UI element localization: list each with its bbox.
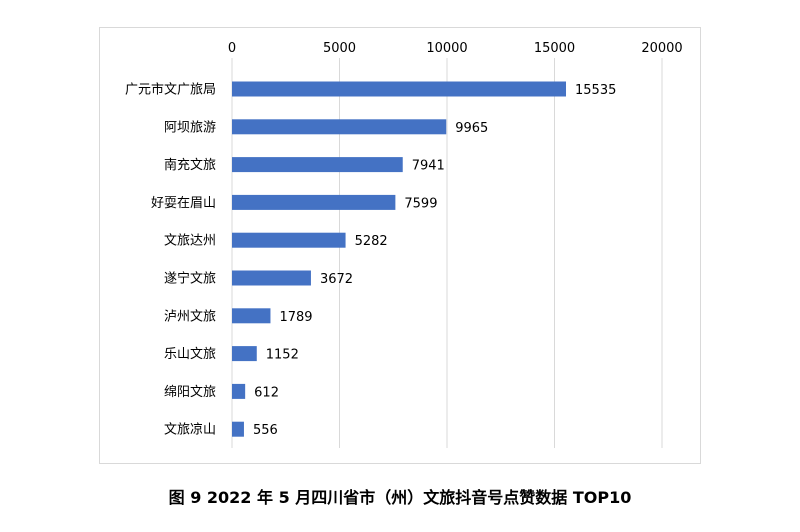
data-label: 5282 [355,234,388,249]
data-label: 556 [253,423,278,438]
figure-caption: 图 9 2022 年 5 月四川省市（州）文旅抖音号点赞数据 TOP10 [168,488,632,507]
category-label: 阿坝旅游 [164,120,216,135]
x-tick-label: 20000 [641,41,682,56]
category-label: 好耍在眉山 [151,196,216,211]
category-label: 广元市文广旅局 [125,82,216,98]
data-label: 7941 [412,159,445,174]
data-label: 1152 [266,348,299,363]
data-labels: 15535 9965 7941 7599 5282 3672 1789 1152 612 556 [253,83,616,438]
bar [232,270,311,286]
category-label: 文旅凉山 [164,423,216,438]
data-label: 7599 [404,196,437,211]
bar [232,157,403,173]
bar [232,232,346,248]
data-label: 1789 [279,310,312,325]
data-label: 9965 [455,121,488,136]
bar [232,119,447,135]
bar [232,194,396,210]
category-label: 乐山文旅 [164,347,216,362]
bars [232,81,567,437]
x-tick-label: 5000 [323,41,356,56]
bar [232,421,244,437]
gridlines [231,58,663,448]
bar [232,308,271,324]
bar [232,81,567,97]
category-label: 遂宁文旅 [164,271,216,287]
category-label: 文旅达州 [164,234,216,249]
x-tick-label: 15000 [534,41,575,56]
category-labels: 广元市文广旅局阿坝旅游南充文旅好耍在眉山文旅达州遂宁文旅泸州文旅乐山文旅绵阳文旅… [125,82,216,438]
bar [232,346,257,362]
category-label: 南充文旅 [164,157,216,173]
data-label: 3672 [320,272,353,287]
chart-frame: 0 5000 10000 15000 20000 广元市文广旅局阿坝旅游南充文旅好耍在眉… [99,27,701,464]
bar [232,383,246,399]
x-tick-label: 0 [228,41,236,56]
category-label: 绵阳文旅 [164,385,216,400]
data-label: 15535 [575,83,616,98]
x-tick-label: 10000 [426,41,467,56]
data-label: 612 [254,385,279,400]
x-axis-ticks: 0 5000 10000 15000 20000 [228,41,683,56]
bar-chart: 0 5000 10000 15000 20000 广元市文广旅局阿坝旅游南充文旅好耍在眉… [125,41,683,448]
category-label: 泸州文旅 [164,309,216,324]
